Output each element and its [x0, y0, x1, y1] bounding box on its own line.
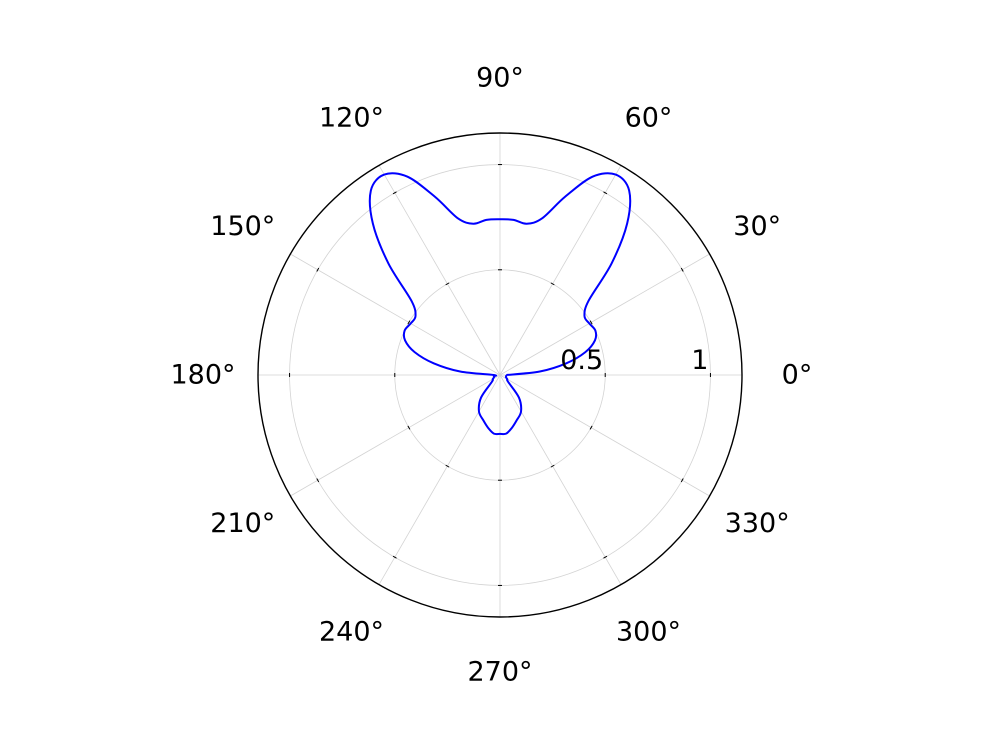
grid-spoke-2 — [499, 165, 622, 376]
theta-tick-label-9: 270° — [467, 657, 532, 688]
r-tick-mark-10-0 — [550, 464, 555, 468]
polar-axis — [257, 132, 743, 618]
r-tick-mark-4-0 — [445, 282, 450, 286]
r-tick-mark-4-1 — [392, 191, 397, 195]
theta-tick-label-8: 240° — [319, 617, 384, 648]
theta-tick-label-0: 0° — [782, 360, 813, 391]
theta-tick-label-6: 180° — [170, 360, 235, 391]
polar-grid — [258, 133, 742, 617]
r-tick-mark-11-1 — [680, 478, 684, 483]
r-tick-mark-8-1 — [392, 555, 397, 559]
theta-tick-label-3: 90° — [476, 63, 524, 94]
r-tick-mark-10-1 — [603, 555, 608, 559]
theta-tick-label-10: 300° — [616, 617, 681, 648]
series-line-0 — [368, 172, 632, 436]
grid-spoke-7 — [290, 374, 501, 497]
grid-spoke-8 — [378, 374, 501, 585]
theta-tick-label-1: 30° — [733, 211, 781, 242]
theta-tick-label-7: 210° — [210, 508, 275, 539]
r-tick-mark-2-1 — [603, 191, 608, 195]
r-tick-mark-2-0 — [550, 282, 555, 286]
grid-spoke-1 — [499, 253, 710, 376]
r-tick-mark-11-0 — [589, 425, 593, 430]
r-tick-mark-5-1 — [316, 267, 320, 272]
r-tick-mark-8-0 — [445, 464, 450, 468]
theta-tick-label-5: 150° — [210, 211, 275, 242]
grid-spoke-5 — [290, 253, 501, 376]
outer-axis-circle — [257, 132, 743, 618]
r-tick-mark-1-1 — [680, 267, 684, 272]
tick-labels: 0° 30° 60° 90° 120° 150° 180° 210° 240° 270° 300° 3… — [170, 63, 812, 688]
r-tick-label-1: 1 — [691, 345, 708, 376]
theta-tick-label-4: 120° — [319, 102, 384, 133]
r-tick-mark-7-0 — [407, 425, 411, 430]
grid-spoke-4 — [378, 165, 501, 376]
theta-tick-label-11: 330° — [725, 508, 790, 539]
r-tick-label-0: 0.5 — [560, 345, 603, 376]
r-tick-mark-1-0 — [589, 320, 593, 325]
series-layer — [368, 172, 632, 436]
grid-spoke-10 — [499, 374, 622, 585]
theta-tick-label-2: 60° — [625, 102, 673, 133]
r-tick-mark-5-0 — [407, 320, 411, 325]
grid-spoke-11 — [499, 374, 710, 497]
r-tick-mark-7-1 — [316, 478, 320, 483]
